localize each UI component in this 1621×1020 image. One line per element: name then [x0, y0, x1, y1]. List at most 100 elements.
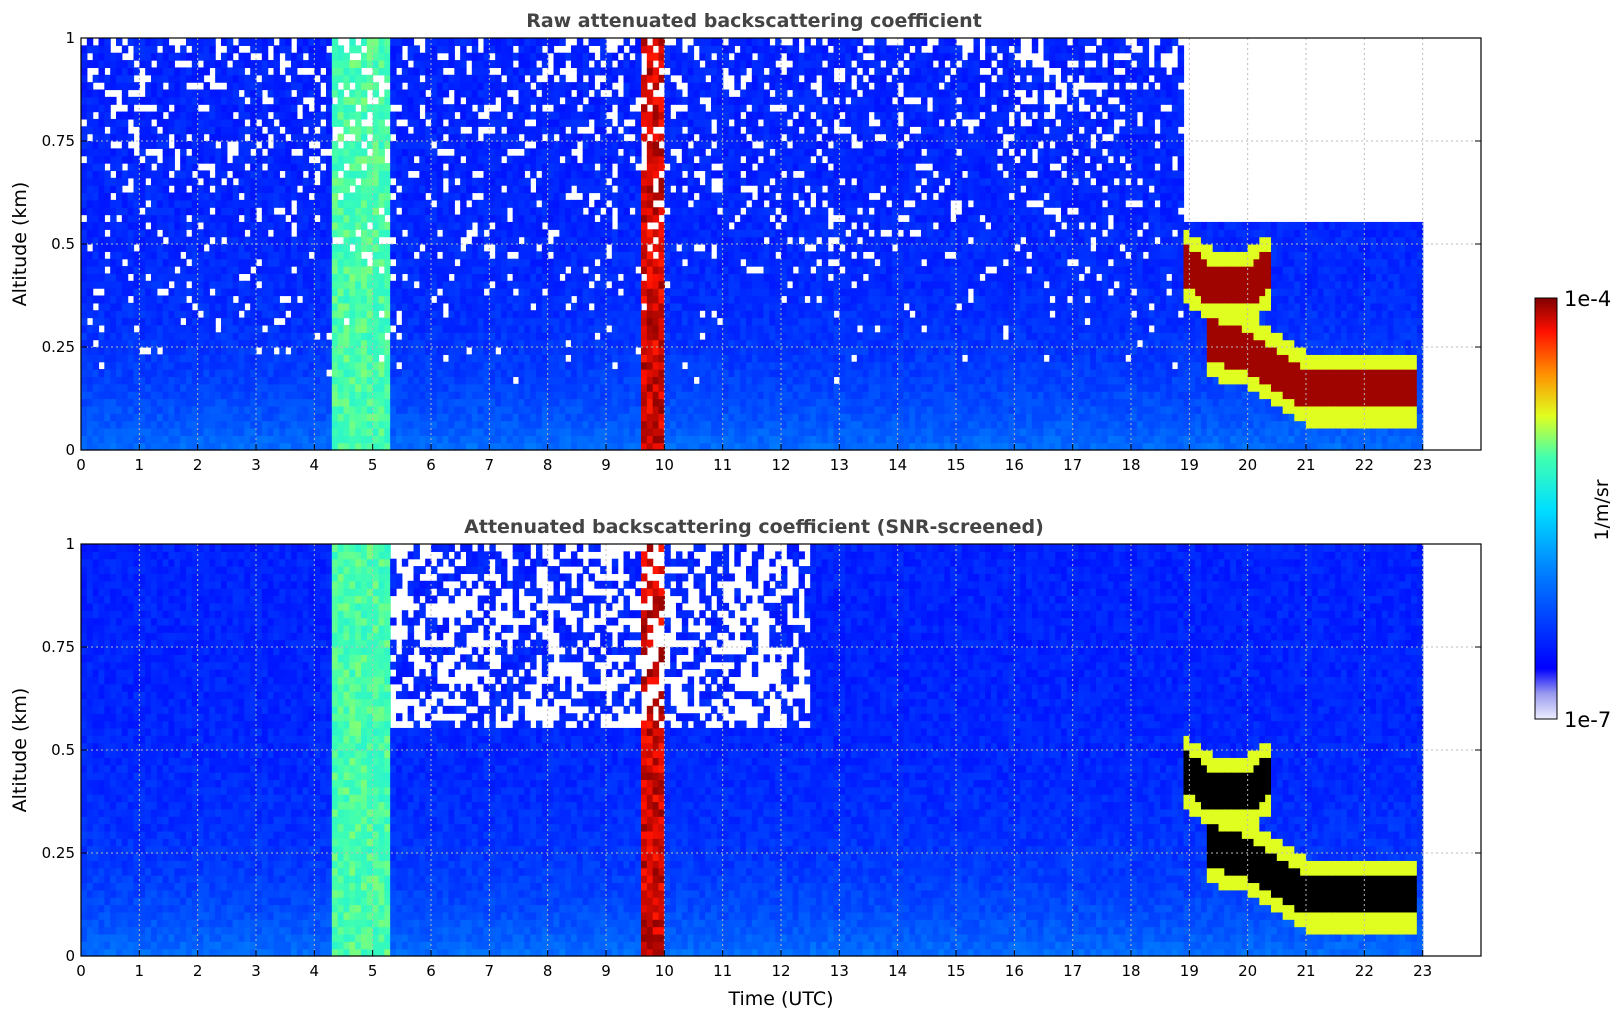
heatmap-cell: [448, 38, 455, 46]
heatmap-cell: [98, 302, 105, 311]
heatmap-cell: [308, 111, 315, 120]
heatmap-cell: [559, 74, 566, 83]
heatmap-cell: [396, 369, 403, 378]
heatmap-cell: [209, 376, 216, 385]
heatmap-cell: [378, 60, 385, 69]
heatmap-cell: [127, 398, 135, 407]
heatmap-cell: [168, 111, 175, 120]
heatmap-cell: [349, 199, 356, 208]
heatmap-cell: [518, 317, 525, 326]
heatmap-cell: [366, 266, 374, 275]
heatmap-cell: [127, 310, 135, 319]
heatmap-cell: [349, 251, 356, 260]
heatmap-cell: [279, 413, 286, 422]
heatmap-cell: [139, 214, 146, 223]
heatmap-cell: [343, 207, 350, 216]
heatmap-cell: [442, 420, 450, 429]
heatmap-cell: [250, 369, 257, 378]
heatmap-cell: [635, 221, 642, 230]
heatmap-cell: [390, 361, 397, 370]
heatmap-cell: [291, 332, 298, 341]
heatmap-cell: [623, 141, 630, 149]
heatmap-cell: [530, 111, 537, 120]
heatmap-cell: [425, 295, 432, 304]
heatmap-cell: [658, 155, 665, 164]
heatmap-cell: [553, 339, 560, 348]
heatmap-cell: [104, 207, 111, 216]
heatmap-cell: [641, 89, 648, 98]
heatmap-cell: [664, 118, 671, 127]
heatmap-cell: [419, 302, 426, 311]
heatmap-cell: [221, 104, 228, 113]
heatmap-cell: [151, 354, 158, 363]
heatmap-cell: [536, 251, 543, 260]
heatmap-cell: [565, 288, 572, 297]
heatmap-cell: [127, 347, 135, 355]
heatmap-cell: [536, 163, 543, 172]
heatmap-cell: [378, 383, 385, 392]
heatmap-cell: [372, 347, 380, 355]
heatmap-cell: [547, 332, 555, 341]
heatmap-cell: [110, 67, 117, 76]
heatmap-cell: [617, 67, 625, 76]
heatmap-cell: [629, 244, 636, 252]
heatmap-cell: [127, 104, 135, 113]
heatmap-cell: [98, 236, 105, 245]
heatmap-cell: [536, 221, 543, 230]
heatmap-cell: [512, 177, 520, 186]
heatmap-cell: [296, 251, 304, 260]
heatmap-cell: [652, 354, 660, 363]
heatmap-cell: [191, 207, 199, 216]
heatmap-cell: [337, 214, 345, 223]
heatmap-cell: [110, 126, 117, 135]
heatmap-cell: [302, 420, 310, 429]
heatmap-cell: [419, 251, 426, 260]
heatmap-cell: [215, 118, 222, 127]
heatmap-cell: [232, 163, 240, 172]
heatmap-cell: [646, 317, 654, 326]
heatmap-cell: [401, 288, 409, 297]
heatmap-cell: [221, 192, 228, 201]
heatmap-cell: [337, 251, 345, 260]
heatmap-cell: [384, 221, 391, 230]
heatmap-cell: [261, 339, 269, 348]
heatmap-cell: [390, 67, 397, 76]
heatmap-cell: [320, 391, 327, 400]
heatmap-cell: [361, 96, 368, 105]
heatmap-cell: [384, 163, 391, 172]
heatmap-cell: [576, 133, 584, 142]
heatmap-cell: [466, 133, 473, 142]
heatmap-cell: [279, 420, 286, 429]
heatmap-cell: [81, 383, 88, 392]
heatmap-cell: [331, 89, 339, 98]
heatmap-cell: [553, 199, 560, 208]
heatmap-cell: [664, 126, 671, 135]
heatmap-cell: [180, 339, 187, 348]
heatmap-cell: [232, 339, 240, 348]
heatmap-cell: [471, 310, 479, 319]
heatmap-cell: [361, 339, 368, 348]
heatmap-cell: [629, 192, 636, 201]
heatmap-cell: [291, 354, 298, 363]
heatmap-cell: [256, 427, 263, 436]
heatmap-cell: [221, 170, 228, 179]
heatmap-cell: [145, 369, 152, 378]
heatmap-cell: [238, 96, 245, 105]
heatmap-cell: [343, 251, 350, 260]
heatmap-cell: [635, 74, 642, 83]
heatmap-cell: [156, 251, 164, 260]
heatmap-cell: [203, 251, 210, 260]
heatmap-cell: [203, 199, 210, 208]
heatmap-cell: [477, 310, 485, 319]
heatmap-cell: [215, 229, 222, 238]
heatmap-cell: [489, 435, 496, 444]
heatmap-cell: [466, 435, 473, 444]
heatmap-cell: [238, 170, 245, 179]
heatmap-cell: [553, 251, 560, 260]
heatmap-cell: [285, 405, 292, 414]
heatmap-cell: [448, 199, 455, 208]
heatmap-cell: [390, 383, 397, 392]
heatmap-cell: [337, 376, 345, 385]
heatmap-cell: [384, 347, 391, 355]
heatmap-cell: [81, 258, 88, 267]
